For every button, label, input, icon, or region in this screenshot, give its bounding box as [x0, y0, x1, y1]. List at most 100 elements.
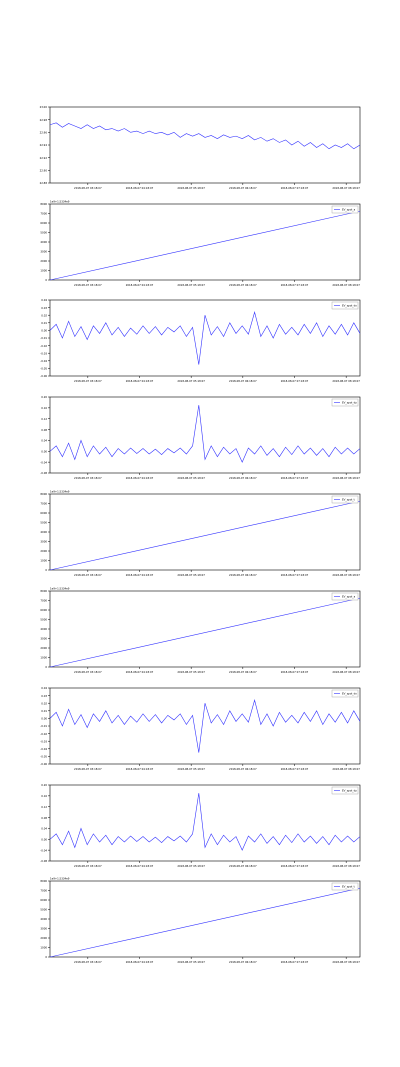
x-tick-label: 2018-08-07 04:18:07: [126, 573, 154, 577]
x-tick-label: 2018-08-07 05:18:07: [177, 767, 205, 771]
x-tick-label: 2018-08-07 07:18:07: [281, 573, 309, 577]
x-tick-label: 2018-08-07 03:18:07: [74, 960, 102, 964]
legend-box: [331, 592, 359, 601]
y-tick-label: 6000: [40, 221, 47, 225]
x-tick-label: 2018-08-07 06:18:07: [229, 379, 257, 383]
y-tick-label: 0.20: [41, 395, 47, 399]
plot-frame: [49, 203, 361, 281]
y-tick-label: 0: [45, 955, 47, 959]
x-tick-label: 2018-08-07 05:18:07: [177, 186, 205, 190]
x-tick-label: 2018-08-07 07:18:07: [281, 670, 309, 674]
y-tick-label: 0.04: [41, 298, 47, 302]
y-tick-label: -0.04: [40, 359, 47, 363]
legend-box: [331, 398, 359, 407]
offset-label: 1e9+1.5334e9: [50, 877, 70, 881]
x-tick-label: 2018-08-07 06:18:07: [229, 186, 257, 190]
series-line: [49, 597, 361, 668]
legend-box: [331, 786, 359, 795]
y-tick-label: 0.00: [41, 449, 47, 453]
x-tick-label: 2018-08-07 06:18:07: [229, 476, 257, 480]
y-tick-label: 0.00: [41, 717, 47, 721]
x-tick-label: 2018-08-07 05:18:07: [177, 476, 205, 480]
y-tick-label: 1000: [40, 269, 47, 273]
y-tick-label: 22.98: [40, 118, 48, 122]
y-tick-label: 2000: [40, 646, 47, 650]
x-tick-label: 2018-08-07 03:18:07: [74, 186, 102, 190]
x-tick-label: 2018-08-07 08:18:07: [332, 960, 360, 964]
x-tick-label: 2018-08-07 07:18:07: [281, 767, 309, 771]
chart-panel-8: -0.08 -0.04 0.00 0.04 0.08 0.12 0.16 0.20 2018-0…: [40, 783, 361, 868]
series-line: [49, 887, 361, 958]
y-tick-label: 0: [45, 665, 47, 669]
y-tick-label: 2000: [40, 936, 47, 940]
y-tick-label: -0.05: [40, 755, 47, 759]
y-tick-label: 2000: [40, 259, 47, 263]
x-tick-label: 2018-08-07 04:18:07: [126, 767, 154, 771]
x-tick-label: 2018-08-07 08:18:07: [332, 379, 360, 383]
x-tick-label: 2018-08-07 08:18:07: [332, 283, 360, 287]
legend-label: EV_spot_dx: [342, 304, 357, 308]
x-tick-label: 2018-08-07 06:18:07: [229, 573, 257, 577]
x-tick-label: 2018-08-07 06:18:07: [229, 864, 257, 868]
plot-frame: [49, 880, 361, 958]
y-tick-label: 2000: [40, 549, 47, 553]
y-tick-label: 0.12: [41, 417, 47, 421]
x-tick-label: 2018-08-07 04:18:07: [126, 283, 154, 287]
series-line: [49, 699, 361, 753]
y-tick-label: 6000: [40, 511, 47, 515]
chart-panel-7: -0.06 -0.05 -0.04 -0.03 -0.02 -0.01 0.00 0.01 0.…: [40, 686, 361, 771]
y-tick-label: 0.16: [41, 794, 47, 798]
y-tick-label: 0.00: [41, 837, 47, 841]
series-line: [49, 311, 361, 365]
x-tick-label: 2018-08-07 07:18:07: [281, 283, 309, 287]
plot-frame: [49, 590, 361, 668]
x-tick-label: 2018-08-07 03:18:07: [74, 283, 102, 287]
y-tick-label: -0.01: [40, 336, 47, 340]
y-tick-label: 0.08: [41, 428, 47, 432]
y-tick-label: -0.02: [40, 344, 47, 348]
x-tick-label: 2018-08-07 07:18:07: [281, 379, 309, 383]
y-tick-label: 0.04: [41, 686, 47, 690]
y-tick-label: 3000: [40, 637, 47, 641]
y-tick-label: 3000: [40, 540, 47, 544]
x-tick-label: 2018-08-07 06:18:07: [229, 670, 257, 674]
y-tick-label: 7000: [40, 212, 47, 216]
y-tick-label: -0.08: [40, 471, 47, 475]
y-tick-label: 22.96: [40, 131, 48, 135]
chart-panel-2: 0 1000 2000 3000 4000 5000 6000 7000 8000 2018-08…: [40, 200, 361, 287]
plot-frame: [49, 396, 361, 474]
y-tick-label: 5000: [40, 618, 47, 622]
x-tick-label: 2018-08-07 07:18:07: [281, 476, 309, 480]
offset-label: 1e9+1.5334e9: [50, 490, 70, 494]
x-tick-label: 2018-08-07 04:18:07: [126, 960, 154, 964]
x-tick-label: 2018-08-07 03:18:07: [74, 573, 102, 577]
plot-frame: [49, 299, 361, 377]
y-tick-label: -0.02: [40, 732, 47, 736]
y-tick-label: 0.04: [41, 439, 47, 443]
x-tick-label: 2018-08-07 07:18:07: [281, 960, 309, 964]
chart-panel-6: 0 1000 2000 3000 4000 5000 6000 7000 8000 2018-08…: [40, 587, 361, 674]
y-tick-label: 4000: [40, 530, 47, 534]
series-line: [49, 500, 361, 571]
x-tick-label: 2018-08-07 06:18:07: [229, 767, 257, 771]
y-tick-label: 22.90: [40, 169, 48, 173]
chart-panel-9: 0 1000 2000 3000 4000 5000 6000 7000 8000 2018-08…: [40, 877, 361, 964]
legend-label: EV_spot_dy: [342, 789, 357, 793]
y-tick-label: 0.01: [41, 321, 47, 325]
plot-frame: [49, 687, 361, 765]
chart-panel-3: -0.06 -0.05 -0.04 -0.03 -0.02 -0.01 0.00 0.01 0.…: [40, 298, 361, 383]
x-tick-label: 2018-08-07 08:18:07: [332, 186, 360, 190]
x-tick-label: 2018-08-07 06:18:07: [229, 283, 257, 287]
y-tick-label: -0.08: [40, 859, 47, 863]
y-tick-label: 0.03: [41, 694, 47, 698]
x-tick-label: 2018-08-07 03:18:07: [74, 767, 102, 771]
x-tick-label: 2018-08-07 04:18:07: [126, 864, 154, 868]
y-tick-label: 22.94: [40, 143, 48, 147]
y-tick-label: -0.06: [40, 762, 47, 766]
y-tick-label: 4000: [40, 627, 47, 631]
legend-label: EV_spot_dy: [342, 401, 357, 405]
y-tick-label: 0.12: [41, 805, 47, 809]
y-tick-label: 0.08: [41, 816, 47, 820]
y-tick-label: 0.00: [41, 329, 47, 333]
y-tick-label: 0: [45, 568, 47, 572]
